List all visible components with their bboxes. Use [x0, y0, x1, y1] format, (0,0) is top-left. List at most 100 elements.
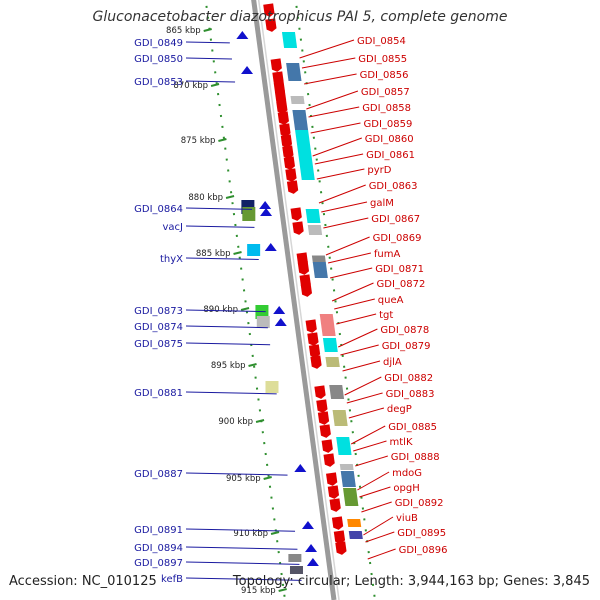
- label-leader-line: [185, 391, 277, 395]
- cog-category-box: [288, 554, 302, 562]
- forward-gene-arrow: [297, 261, 310, 275]
- label-leader-line: [299, 39, 355, 59]
- label-leader-line: [355, 455, 388, 467]
- label-leader-line: [365, 531, 395, 543]
- cog-category-box: [336, 437, 352, 455]
- gene-label: fumA: [374, 249, 401, 260]
- cog-category-box: [286, 63, 302, 81]
- label-leader-line: [185, 309, 266, 313]
- ruler-tick-label: 890 kbp: [203, 305, 238, 315]
- gene-label: GDI_0885: [388, 422, 437, 433]
- label-leader-line: [363, 516, 394, 536]
- cog-category-box: [290, 96, 305, 104]
- cog-category-box: [329, 385, 345, 399]
- label-leader-line: [336, 313, 377, 325]
- cog-category-box: [265, 381, 279, 393]
- ruler-tick: [203, 28, 212, 32]
- gene-label: GDI_0861: [366, 150, 415, 161]
- ruler-tick-label: 910 kbp: [233, 529, 268, 539]
- gene-label: GDI_0849: [134, 38, 183, 49]
- cog-category-box: [295, 130, 313, 160]
- ruler-tick-label: 915 kbp: [241, 586, 276, 596]
- gene-label: GDI_0864: [134, 204, 183, 215]
- gene-label: queA: [378, 295, 404, 306]
- gene-label: GDI_0892: [395, 498, 444, 509]
- reverse-gene-arrow: [264, 243, 277, 251]
- topology-summary: Topology: circular; Length: 3,944,163 bp…: [232, 574, 590, 589]
- label-leader-line: [329, 267, 373, 279]
- forward-gene-arrow: [283, 156, 296, 170]
- gene-label: GDI_0881: [134, 388, 183, 399]
- gene-label: viuB: [396, 513, 418, 524]
- reverse-gene-arrow: [236, 31, 249, 39]
- label-leader-line: [185, 225, 255, 228]
- forward-gene-arrow: [270, 58, 282, 72]
- label-leader-line: [185, 41, 230, 44]
- gene-label: djlA: [383, 357, 402, 368]
- gene-label: GDI_0859: [364, 119, 413, 130]
- map-title: Gluconacetobacter diazotrophicus PAI 5, …: [92, 9, 508, 25]
- forward-gene-arrow: [329, 498, 341, 512]
- forward-gene-arrow: [323, 453, 335, 467]
- ruler-tick: [263, 476, 272, 480]
- forward-gene-arrow: [292, 221, 304, 235]
- forward-gene-arrow: [305, 319, 317, 333]
- ruler-tick-label: 885 kbp: [196, 249, 231, 259]
- label-leader-line: [353, 440, 387, 452]
- ruler-tick-label: 895 kbp: [211, 361, 246, 371]
- label-leader-line: [304, 73, 357, 85]
- ruler-tick: [278, 588, 287, 592]
- label-leader-line: [351, 425, 386, 445]
- ruler-tick-label: 865 kbp: [166, 26, 201, 36]
- forward-gene-arrow: [310, 355, 322, 369]
- label-leader-line: [325, 236, 370, 256]
- reverse-gene-arrow: [305, 544, 318, 552]
- label-leader-line: [340, 344, 379, 356]
- gene-label: GDI_0869: [373, 233, 422, 244]
- forward-gene-arrow: [282, 145, 294, 159]
- gene-label: GDI_0855: [358, 54, 407, 65]
- label-leader-line: [185, 546, 298, 550]
- label-leader-line: [348, 407, 385, 419]
- cog-category-box: [340, 471, 356, 487]
- label-leader-line: [359, 486, 391, 498]
- forward-gene-arrow: [280, 134, 293, 148]
- label-leader-line: [185, 325, 268, 329]
- gene-label: GDI_0853: [134, 77, 183, 88]
- reverse-gene-arrow: [306, 558, 319, 566]
- gene-label: opgH: [393, 483, 419, 494]
- cog-category-box: [292, 110, 309, 130]
- cog-category-box: [242, 207, 256, 221]
- genome-backbone: [251, 0, 337, 600]
- reverse-gene-arrow: [273, 306, 286, 314]
- label-leader-line: [185, 257, 259, 261]
- ruler-tick: [233, 251, 242, 255]
- gene-label: GDI_0882: [384, 373, 433, 384]
- label-leader-line: [301, 57, 356, 69]
- gene-label: tgt: [379, 310, 393, 321]
- label-leader-line: [185, 207, 253, 210]
- label-leader-line: [344, 376, 382, 396]
- gene-label: GDI_0874: [134, 322, 183, 333]
- label-leader-line: [185, 577, 302, 581]
- ruler-tick: [218, 138, 227, 142]
- cog-category-box: [299, 160, 315, 180]
- gene-label: kefB: [161, 574, 183, 585]
- gene-label: pyrD: [367, 165, 391, 176]
- gene-label: degP: [387, 404, 412, 415]
- label-leader-line: [318, 184, 366, 204]
- gene-label: GDI_0854: [357, 36, 406, 47]
- gene-label: GDI_0858: [362, 103, 411, 114]
- gene-label: GDI_0871: [375, 264, 424, 275]
- label-leader-line: [185, 342, 271, 346]
- gene-label: GDI_0850: [134, 54, 183, 65]
- cog-category-box: [305, 209, 321, 223]
- accession-text: Accession: NC_010125: [9, 574, 157, 589]
- label-leader-line: [314, 153, 364, 165]
- label-leader-line: [323, 217, 369, 229]
- gene-label: GDI_0875: [134, 339, 183, 350]
- gene-label: GDI_0867: [371, 214, 420, 225]
- forward-gene-arrow: [277, 111, 289, 125]
- label-leader-line: [308, 106, 360, 118]
